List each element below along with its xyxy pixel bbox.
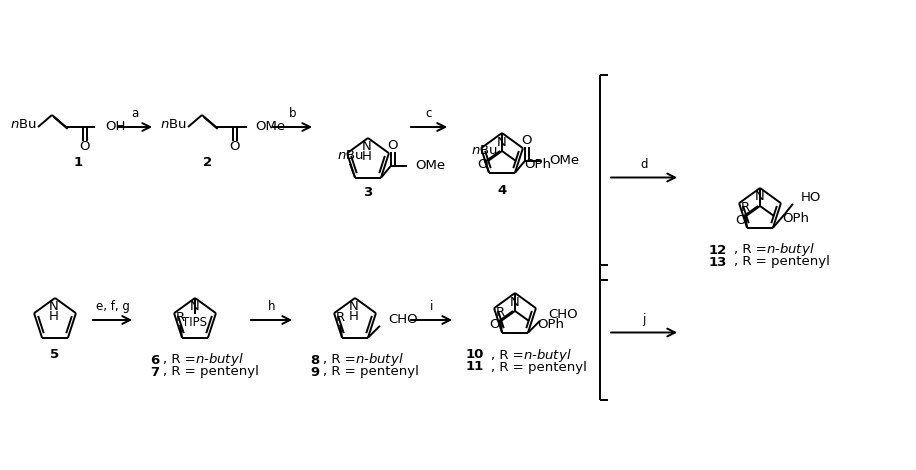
Text: OPh: OPh (537, 318, 564, 330)
Text: 12: 12 (709, 243, 727, 257)
Text: HO: HO (801, 191, 822, 204)
Text: OPh: OPh (524, 157, 551, 171)
Text: N: N (349, 300, 359, 313)
Text: 7: 7 (150, 366, 159, 378)
Text: R: R (740, 201, 749, 214)
Text: $n$Bu: $n$Bu (10, 118, 37, 132)
Text: OH: OH (105, 120, 125, 133)
Text: a: a (131, 107, 138, 120)
Text: $n$Bu: $n$Bu (160, 118, 187, 132)
Text: 1: 1 (73, 157, 82, 170)
Text: $n$-butyl: $n$-butyl (523, 346, 572, 363)
Text: 10: 10 (466, 348, 485, 361)
Text: N: N (510, 296, 520, 308)
Text: 9: 9 (311, 366, 320, 378)
Text: $n$-butyl: $n$-butyl (355, 352, 404, 368)
Text: H: H (49, 311, 59, 323)
Text: $n$Bu: $n$Bu (471, 144, 497, 157)
Text: H: H (349, 311, 359, 323)
Text: 5: 5 (50, 348, 60, 361)
Text: O: O (80, 141, 91, 154)
Text: , R = pentenyl: , R = pentenyl (491, 360, 587, 374)
Text: OMe: OMe (549, 154, 579, 167)
Text: h: h (267, 300, 275, 313)
Text: , R = pentenyl: , R = pentenyl (323, 366, 419, 378)
Text: CHO: CHO (548, 308, 578, 321)
Text: R: R (176, 311, 185, 324)
Text: e, f, g: e, f, g (95, 300, 129, 313)
Text: $n$-butyl: $n$-butyl (195, 352, 244, 368)
Text: b: b (289, 107, 296, 120)
Text: 6: 6 (150, 353, 159, 367)
Text: 11: 11 (466, 360, 485, 374)
Text: 13: 13 (709, 256, 727, 268)
Text: OPh: OPh (782, 212, 809, 226)
Text: 2: 2 (203, 157, 213, 170)
Text: 4: 4 (497, 183, 507, 196)
Text: O: O (230, 141, 240, 154)
Text: N: N (362, 141, 372, 154)
Text: R: R (335, 311, 344, 324)
Text: CHO: CHO (388, 313, 418, 326)
Text: N: N (497, 135, 507, 149)
Text: 3: 3 (364, 186, 373, 198)
Text: d: d (640, 157, 648, 171)
Text: $n$Bu: $n$Bu (337, 149, 364, 162)
Text: N: N (755, 190, 765, 204)
Text: , R =: , R = (491, 348, 528, 361)
Text: , R =: , R = (323, 353, 360, 367)
Text: j: j (642, 313, 646, 326)
Text: O: O (735, 213, 746, 227)
Text: O: O (490, 319, 500, 331)
Text: H: H (362, 150, 372, 164)
Text: OMe: OMe (415, 159, 445, 172)
Text: 8: 8 (311, 353, 320, 367)
Text: , R =: , R = (734, 243, 771, 257)
Text: O: O (476, 158, 487, 172)
Text: O: O (387, 139, 398, 152)
Text: , R = pentenyl: , R = pentenyl (734, 256, 830, 268)
Text: R: R (496, 306, 505, 319)
Text: , R =: , R = (163, 353, 200, 367)
Text: N: N (49, 300, 59, 313)
Text: N: N (191, 300, 200, 313)
Text: i: i (430, 300, 433, 313)
Text: c: c (426, 107, 432, 120)
Text: OMe: OMe (255, 120, 285, 133)
Text: , R = pentenyl: , R = pentenyl (163, 366, 259, 378)
Text: O: O (522, 134, 532, 147)
Text: TIPS: TIPS (182, 315, 208, 329)
Text: $n$-butyl: $n$-butyl (766, 242, 814, 258)
